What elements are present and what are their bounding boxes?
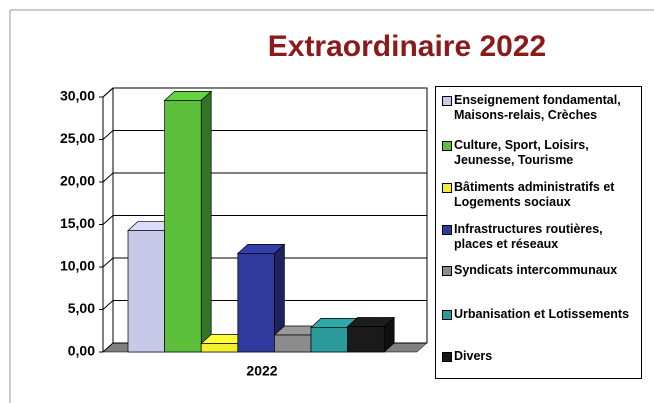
bar bbox=[164, 100, 202, 353]
legend-item: Divers bbox=[442, 349, 637, 364]
legend-swatch bbox=[442, 266, 452, 276]
y-tick-label: 5,00 bbox=[68, 300, 95, 316]
legend-item: Syndicats intercommunaux bbox=[442, 263, 637, 278]
grid-line-side bbox=[102, 300, 114, 310]
y-tick-label: 20,00 bbox=[60, 173, 95, 189]
legend-label: Infrastructures routières, places et rés… bbox=[454, 222, 603, 251]
legend-item: Enseignement fondamental, Maisons-relais… bbox=[442, 93, 637, 123]
grid-line-side bbox=[102, 87, 114, 98]
legend-label: Enseignement fondamental, Maisons-relais… bbox=[454, 93, 621, 122]
legend-label: Urbanisation et Lotissements bbox=[454, 307, 630, 321]
grid-line-side bbox=[102, 342, 114, 353]
legend-label: Culture, Sport, Loisirs, Jeunesse, Touri… bbox=[454, 138, 589, 167]
chart-title: Extraordinaire 2022 bbox=[268, 30, 546, 63]
legend-swatch bbox=[442, 352, 452, 362]
legend-item: Urbanisation et Lotissements bbox=[442, 307, 637, 322]
legend-swatch bbox=[442, 96, 452, 106]
x-tick-label: 2022 bbox=[246, 363, 277, 379]
bar bbox=[310, 327, 348, 353]
grid-line-side bbox=[102, 215, 114, 225]
bar-side bbox=[200, 90, 212, 353]
y-tick-label: 0,00 bbox=[68, 343, 95, 359]
legend-item: Infrastructures routières, places et rés… bbox=[442, 222, 637, 252]
legend-item: Bâtiments administratifs et Logements so… bbox=[442, 180, 637, 210]
y-tick-label: 15,00 bbox=[60, 215, 95, 231]
legend-item: Culture, Sport, Loisirs, Jeunesse, Touri… bbox=[442, 138, 637, 168]
bar bbox=[347, 326, 385, 353]
y-tick-label: 30,00 bbox=[60, 88, 95, 104]
legend-swatch bbox=[442, 141, 452, 151]
grid-line-side bbox=[102, 257, 114, 268]
bar bbox=[127, 230, 165, 353]
grid-line-side bbox=[102, 130, 114, 140]
legend-label: Bâtiments administratifs et Logements so… bbox=[454, 180, 615, 209]
legend-label: Divers bbox=[454, 349, 493, 363]
legend-swatch bbox=[442, 183, 452, 193]
grid-line-side bbox=[102, 172, 114, 183]
legend-swatch bbox=[442, 225, 452, 235]
y-tick-label: 10,00 bbox=[60, 258, 95, 274]
legend-label: Syndicats intercommunaux bbox=[454, 263, 618, 277]
legend: Enseignement fondamental, Maisons-relais… bbox=[435, 86, 642, 379]
y-tick-label: 25,00 bbox=[60, 130, 95, 146]
bar bbox=[200, 343, 239, 353]
bar bbox=[237, 253, 275, 353]
legend-swatch bbox=[442, 310, 452, 320]
bar bbox=[274, 334, 312, 353]
